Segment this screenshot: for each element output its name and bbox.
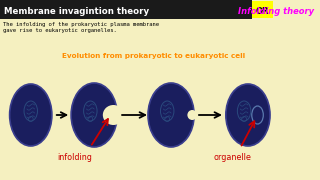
Bar <box>0 0 252 19</box>
Text: Membrane invagintion theory: Membrane invagintion theory <box>4 6 149 15</box>
Text: The infolding of the prokaryotic plasma membrane
gave rise to eukaryotic organel: The infolding of the prokaryotic plasma … <box>3 22 159 33</box>
Ellipse shape <box>103 105 124 125</box>
Ellipse shape <box>188 110 197 120</box>
Text: organelle: organelle <box>214 154 252 163</box>
Ellipse shape <box>71 83 117 147</box>
Text: Infolding theory: Infolding theory <box>238 6 314 15</box>
Ellipse shape <box>226 84 270 146</box>
Ellipse shape <box>10 84 52 146</box>
Text: OR: OR <box>256 6 269 15</box>
Text: Evolution from prokaryotic to eukaryotic cell: Evolution from prokaryotic to eukaryotic… <box>62 53 245 59</box>
Ellipse shape <box>148 83 194 147</box>
Text: infolding: infolding <box>58 154 92 163</box>
Bar <box>252 1 273 18</box>
